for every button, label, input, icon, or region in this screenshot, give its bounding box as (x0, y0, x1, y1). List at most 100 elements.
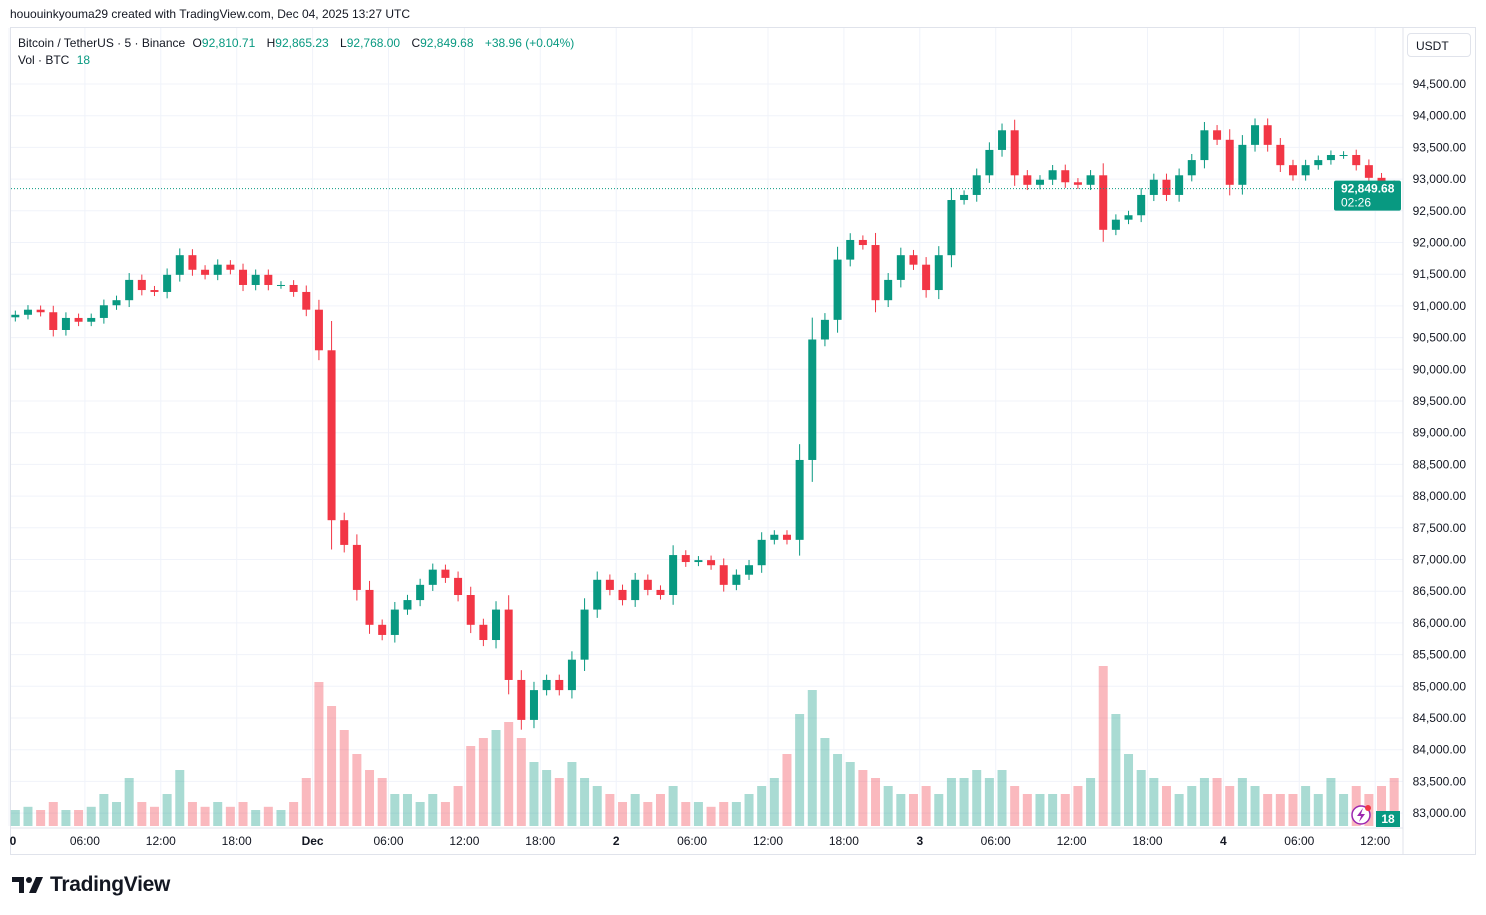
candle-body (150, 290, 159, 292)
candle-body (947, 200, 956, 256)
volume-label[interactable]: Vol · BTC (18, 53, 70, 67)
open-label: O (192, 36, 202, 50)
candle-body (87, 317, 96, 322)
volume-bar (1010, 786, 1020, 826)
volume-bar (352, 754, 362, 826)
candle-body (1111, 219, 1120, 230)
candle-body (276, 284, 285, 286)
candle-body (1314, 160, 1323, 166)
candle-body (74, 317, 83, 322)
candle-body (631, 579, 640, 601)
volume-badge (1376, 811, 1400, 827)
volume-bar (1263, 794, 1273, 826)
candle-body (1048, 170, 1057, 180)
volume-bar (542, 770, 552, 826)
candle-body (1251, 125, 1260, 145)
candle-body (782, 534, 791, 540)
candle-body (1364, 165, 1373, 178)
notification-dot (1365, 805, 1371, 811)
candle-body (656, 589, 665, 596)
volume-bar (301, 778, 311, 826)
candle-body (441, 569, 450, 578)
volume-bar (1060, 794, 1070, 826)
candle-body (302, 291, 311, 310)
volume-bar (48, 802, 58, 826)
volume-bar (883, 786, 893, 826)
volume-bar (744, 794, 754, 826)
volume-bar (921, 786, 931, 826)
candle-body (403, 600, 412, 610)
candle-body (175, 255, 184, 275)
volume-bar (858, 770, 868, 826)
volume-bar (554, 778, 564, 826)
logo-text: TradingView (50, 873, 171, 896)
tradingview-logo: TradingView (12, 873, 170, 897)
candle-body (934, 255, 943, 291)
volume-bar (491, 730, 501, 826)
volume-bar (314, 682, 324, 826)
x-tick-label: 12:00 (753, 834, 783, 848)
lightning-icon[interactable] (1351, 805, 1371, 825)
volume-bar (580, 778, 590, 826)
change-value: +38.96 (+0.04%) (484, 36, 575, 50)
candle-body (846, 239, 855, 260)
x-tick-label: 12:00 (1057, 834, 1087, 848)
volume-bar (795, 714, 805, 826)
symbol-name[interactable]: Bitcoin / TetherUS · 5 · Binance (18, 36, 186, 50)
candle-body (605, 579, 614, 590)
volume-badge-label: 18 (1381, 812, 1395, 826)
last-price-marker (1334, 180, 1401, 211)
candle-body (1099, 175, 1108, 230)
candle-body (1124, 215, 1133, 220)
candle-body (61, 317, 70, 330)
x-tick-label: 06:00 (70, 834, 100, 848)
y-tick-label: 93,000.00 (1413, 172, 1467, 186)
candle-body (466, 595, 475, 625)
volume-bar (238, 802, 248, 826)
volume-bar (289, 802, 299, 826)
y-tick-label: 84,500.00 (1413, 711, 1467, 725)
currency-button[interactable]: USDT (1407, 33, 1471, 57)
candle-body (1225, 139, 1234, 185)
candle-body (264, 274, 273, 285)
candle-body (1010, 130, 1019, 176)
candle-body (416, 584, 425, 601)
candle-body (1326, 155, 1335, 161)
volume-bar (402, 794, 412, 826)
candle-body (757, 539, 766, 566)
volume-bar (137, 802, 147, 826)
candle-body (871, 245, 880, 301)
candle-body (922, 264, 931, 291)
y-tick-label: 93,500.00 (1413, 140, 1467, 154)
candle-body (314, 309, 323, 351)
volume-bar (1199, 778, 1209, 826)
candle-body (517, 679, 526, 720)
candle-body (770, 534, 779, 540)
volume-bar (1174, 794, 1184, 826)
y-tick-label: 89,500.00 (1413, 394, 1467, 408)
y-tick-label: 84,000.00 (1413, 743, 1467, 757)
volume-bar (61, 810, 71, 826)
volume-bar (428, 794, 438, 826)
candle-body (694, 560, 703, 563)
volume-bar (10, 810, 20, 826)
volume-bar (1301, 786, 1311, 826)
chart-frame (10, 27, 1476, 855)
volume-bar (567, 762, 577, 826)
low-value: 92,768.00 (346, 36, 401, 50)
candle-body (555, 679, 564, 691)
candle-body (808, 339, 817, 460)
x-tick-label: 18:00 (525, 834, 555, 848)
candle-body (137, 279, 146, 291)
volume-bar (1377, 786, 1387, 826)
volume-bar (618, 802, 628, 826)
volume-bar (529, 762, 539, 826)
candle-body (719, 565, 728, 585)
countdown-label: 02:26 (1341, 196, 1371, 210)
volume-bar (124, 778, 134, 826)
candle-body (1238, 144, 1247, 185)
candle-body (529, 690, 538, 720)
y-tick-label: 85,000.00 (1413, 679, 1467, 693)
volume-bar (1326, 778, 1336, 826)
